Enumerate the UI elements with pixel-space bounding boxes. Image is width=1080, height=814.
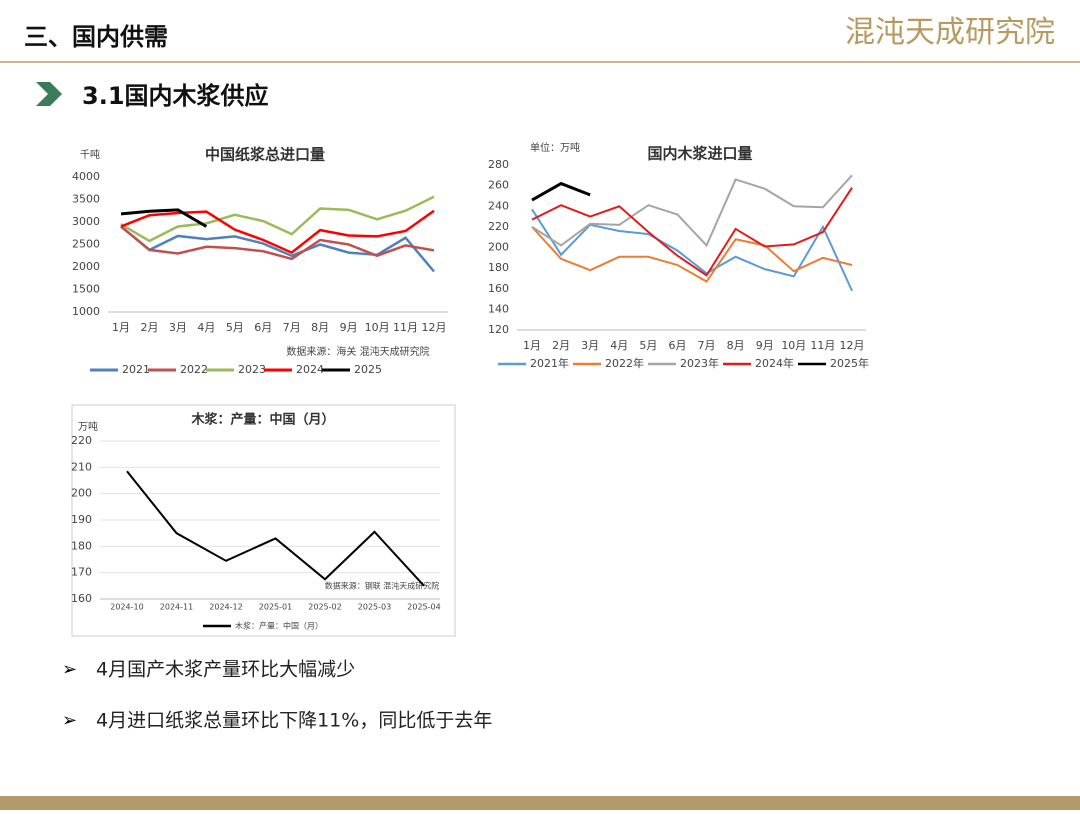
x-tick-label: 8月 [727,339,745,352]
section-icon [36,82,62,106]
y-tick-label: 1000 [72,305,100,318]
series-line [120,225,435,261]
x-tick-label: 8月 [311,321,329,334]
series-line [120,225,435,273]
x-tick-label: 2024-10 [110,603,143,612]
bullet-marker: ➢ [62,659,77,680]
x-tick-label: 6月 [668,339,686,352]
unit-label: 单位：万吨 [530,141,580,154]
y-tick-label: 210 [71,460,92,473]
logo: 混沌天成研究院 [845,15,1055,50]
x-tick-label: 6月 [254,321,272,334]
y-tick-label: 160 [71,592,92,605]
y-tick-label: 220 [488,220,509,233]
x-tick-label: 7月 [283,321,301,334]
series-line [531,174,853,248]
y-tick-label: 170 [71,566,92,579]
y-tick-label: 2500 [72,238,100,251]
bullet: 4月进口纸浆总量环比下降11%，同比低于去年 [96,710,492,732]
chart-title: 中国纸浆总进口量 [205,146,325,164]
y-tick-label: 260 [488,179,509,192]
y-tick-label: 220 [71,434,92,447]
x-tick-label: 11月 [810,339,835,352]
x-tick-label: 2025-04 [407,603,440,612]
source: 数据来源：海关 混沌天成研究院 [286,345,429,358]
x-tick-label: 2024-11 [160,603,193,612]
x-tick-label: 5月 [639,339,657,352]
chart-title: 木浆：产量：中国（月） [190,412,334,428]
legend-label: 2021年 [530,356,569,370]
bullet-marker: ➢ [62,710,77,731]
section-title: 3.1国内木浆供应 [82,82,269,110]
y-tick-label: 4000 [72,170,100,183]
source: 数据来源：钢联 混沌天成研究院 [325,581,440,591]
x-tick-label: 11月 [393,321,418,334]
x-tick-label: 5月 [226,321,244,334]
legend-label: 2021 [122,363,150,376]
legend-label: 2024年 [755,356,794,370]
footer-bar [0,796,1080,810]
legend-label: 2025 [354,363,382,376]
x-tick-label: 12月 [840,339,865,352]
series-line [531,181,591,202]
y-tick-label: 200 [488,241,509,254]
legend-label: 2024 [296,363,324,376]
y-tick-label: 240 [488,199,509,212]
y-tick-label: 2000 [72,260,100,273]
series-line [531,226,853,283]
y-tick-label: 190 [71,513,92,526]
x-tick-label: 12月 [422,321,447,334]
legend-label: 2025年 [830,356,869,370]
x-tick-label: 7月 [698,339,716,352]
x-tick-label: 2月 [140,321,158,334]
series-line [120,195,435,243]
bullet: 4月国产木浆产量环比大幅减少 [96,659,355,681]
y-tick-label: 180 [71,539,92,552]
series-line [120,208,208,228]
legend-label: 2022年 [605,356,644,370]
series-line [120,209,435,255]
x-tick-label: 4月 [610,339,628,352]
header-title: 三、国内供需 [24,23,168,51]
legend-label: 2023 [238,363,266,376]
y-tick-label: 200 [71,487,92,500]
legend-label: 2023年 [680,356,719,370]
x-tick-label: 2025-03 [358,603,391,612]
y-tick-label: 140 [488,302,509,315]
x-tick-label: 2025-01 [259,603,292,612]
series-line [531,187,853,277]
legend-label: 2022 [180,363,208,376]
x-tick-label: 2025-02 [308,603,341,612]
x-tick-label: 10月 [781,339,806,352]
x-tick-label: 10月 [365,321,390,334]
x-tick-label: 9月 [340,321,358,334]
series-line [531,208,853,292]
y-tick-label: 160 [488,282,509,295]
y-tick-label: 180 [488,261,509,274]
x-tick-label: 9月 [756,339,774,352]
x-tick-label: 3月 [581,339,599,352]
legend-label: 木浆：产量：中国（月） [235,621,323,631]
y-tick-label: 280 [488,158,509,171]
y-tick-label: 3000 [72,215,100,228]
series-line [126,470,425,587]
x-tick-label: 4月 [197,321,215,334]
x-tick-label: 2024-12 [209,603,242,612]
y-tick-label: 1500 [72,283,100,296]
x-tick-label: 1月 [523,339,541,352]
x-tick-label: 1月 [112,321,130,334]
chart-title: 国内木浆进口量 [647,145,752,163]
unit-label: 千吨 [80,148,100,161]
x-tick-label: 2月 [552,339,570,352]
unit-label: 万吨 [78,420,98,433]
chart-frame [71,404,456,637]
y-tick-label: 120 [488,323,509,336]
x-tick-label: 3月 [169,321,187,334]
y-tick-label: 3500 [72,193,100,206]
